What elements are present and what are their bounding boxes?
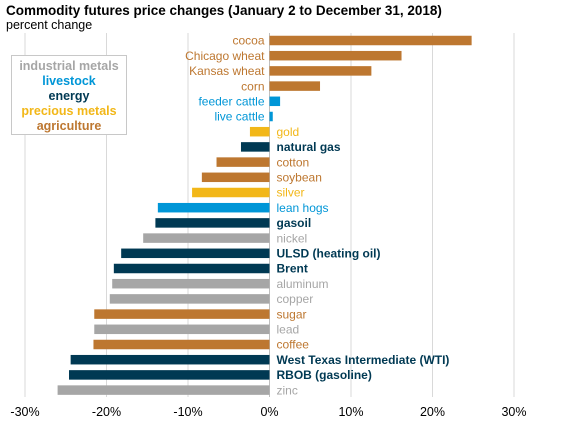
bar: [70, 354, 270, 365]
x-tick-label: 20%: [420, 405, 445, 419]
bar: [269, 111, 273, 122]
category-label: sugar: [277, 307, 307, 321]
category-label: Kansas wheat: [189, 64, 265, 78]
legend: industrial metals livestock energy preci…: [11, 55, 127, 135]
category-label: West Texas Intermediate (WTI): [277, 353, 450, 367]
legend-item-industrial-metals: industrial metals: [19, 59, 119, 73]
category-label: gold: [277, 125, 300, 139]
category-label: cocoa: [232, 34, 264, 48]
category-label: coffee: [277, 338, 310, 352]
bar: [94, 309, 270, 319]
bars: [57, 35, 472, 395]
bar: [157, 202, 270, 213]
legend-item-energy: energy: [48, 89, 90, 103]
bar: [113, 263, 270, 274]
bar: [57, 385, 270, 395]
bar: [216, 157, 270, 167]
category-label: zinc: [277, 383, 298, 397]
category-label: feeder cattle: [198, 95, 264, 109]
bar: [121, 248, 270, 259]
bar: [143, 233, 270, 243]
legend-item-livestock: livestock: [42, 74, 96, 88]
bar: [155, 218, 270, 228]
category-label: silver: [277, 186, 305, 200]
bar: [69, 370, 270, 380]
category-label: cotton: [277, 155, 310, 169]
category-label: Chicago wheat: [185, 49, 265, 63]
x-tick-label: 0%: [260, 405, 278, 419]
bar: [94, 324, 270, 335]
category-label: aluminum: [277, 277, 329, 291]
x-axis-ticks: -30% -20% -10% 0% 10% 20% 30%: [10, 405, 526, 419]
chart-title: Commodity futures price changes (January…: [6, 3, 442, 18]
bar: [269, 35, 472, 46]
bar: [112, 278, 270, 289]
x-tick-label: -10%: [173, 405, 202, 419]
bar: [240, 142, 270, 152]
x-tick-label: -20%: [92, 405, 121, 419]
x-tick-label: -30%: [10, 405, 39, 419]
category-label: lean hogs: [277, 201, 329, 215]
bar: [201, 172, 270, 183]
bar: [109, 294, 270, 304]
bar: [249, 126, 270, 137]
category-label: nickel: [277, 231, 308, 245]
bar: [269, 50, 402, 61]
bar: [93, 339, 270, 350]
x-tick-label: 10%: [338, 405, 363, 419]
category-label: Brent: [277, 262, 308, 276]
bar: [269, 96, 281, 107]
category-label: RBOB (gasoline): [277, 368, 372, 382]
category-label: soybean: [277, 171, 322, 185]
legend-item-precious-metals: precious metals: [21, 104, 117, 118]
chart-subtitle: percent change: [6, 18, 93, 32]
bar: [269, 66, 372, 76]
category-label: corn: [241, 79, 264, 93]
category-label: live cattle: [214, 110, 264, 124]
category-label: gasoil: [277, 216, 312, 230]
bar: [269, 81, 321, 91]
category-label: natural gas: [277, 140, 341, 154]
legend-item-agriculture: agriculture: [36, 119, 102, 133]
category-label: lead: [277, 323, 300, 337]
category-label: ULSD (heating oil): [277, 247, 381, 261]
category-label: copper: [277, 292, 314, 306]
x-tick-label: 30%: [501, 405, 526, 419]
bar: [192, 187, 270, 198]
